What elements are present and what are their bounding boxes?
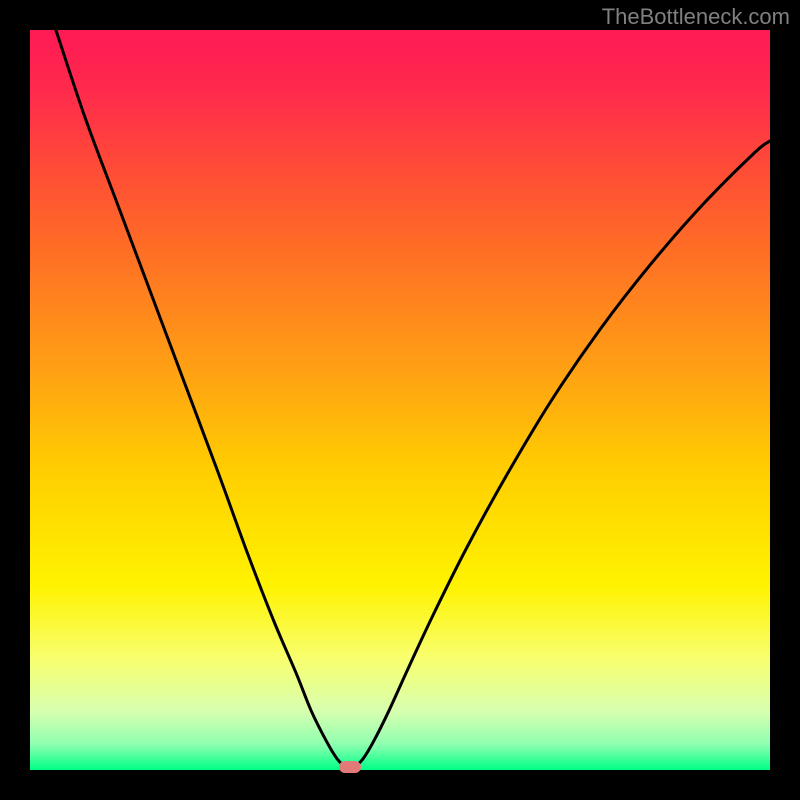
- bottleneck-curve: [30, 30, 770, 770]
- optimal-point-marker: [339, 761, 361, 773]
- curve-left-branch: [56, 30, 345, 766]
- watermark-text: TheBottleneck.com: [602, 4, 790, 30]
- curve-right-branch: [356, 141, 770, 766]
- plot-area: [30, 30, 770, 770]
